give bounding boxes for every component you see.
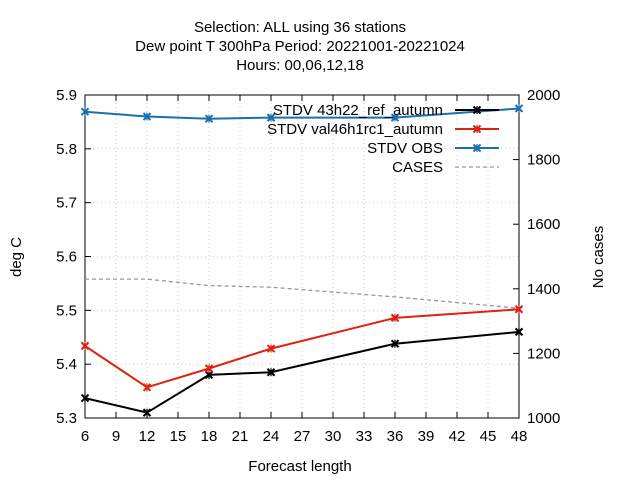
x-axis-label: Forecast length <box>248 458 351 475</box>
series-line-stdv-val46h1rc1-autumn <box>84 308 520 389</box>
data-point-stdv-obs <box>266 113 276 122</box>
x-tick-label: 9 <box>112 428 120 445</box>
data-point-stdv-43h22-ref-autumn <box>80 393 90 403</box>
series-line-stdv-obs <box>84 107 520 120</box>
data-point-stdv-val46h1rc1-autumn <box>514 305 524 314</box>
y-tick-label: 5.5 <box>56 302 77 319</box>
legend-marker <box>472 124 482 134</box>
data-point-stdv-obs <box>80 107 90 116</box>
data-point-stdv-43h22-ref-autumn <box>390 339 400 348</box>
y2-tick-label: 1600 <box>527 216 560 233</box>
y-tick-label: 5.4 <box>56 356 77 373</box>
x-tick-label: 15 <box>170 428 187 445</box>
y-tick-label: 5.3 <box>56 410 77 427</box>
x-tick-label: 36 <box>387 428 404 445</box>
series-layer <box>80 104 524 417</box>
data-point-stdv-obs <box>390 113 400 122</box>
y2-tick-label: 1200 <box>527 345 560 362</box>
data-point-stdv-val46h1rc1-autumn <box>80 341 90 351</box>
data-point-stdv-43h22-ref-autumn <box>266 368 276 377</box>
y2-tick-label: 1400 <box>527 281 560 298</box>
chart-title-line: Dew point T 300hPa Period: 20221001-2022… <box>135 38 465 55</box>
x-tick-label: 24 <box>263 428 280 445</box>
legend-label: CASES <box>392 159 443 176</box>
chart-title: Selection: ALL using 36 stations Dew poin… <box>135 19 465 74</box>
data-point-stdv-43h22-ref-autumn <box>514 327 524 337</box>
y2-tick-label: 1000 <box>527 410 560 427</box>
x-tick-label: 48 <box>511 428 528 445</box>
x-tick-label: 30 <box>325 428 342 445</box>
legend-label: STDV val46h1rc1_autumn <box>267 121 443 138</box>
chart-title-line: Selection: ALL using 36 stations <box>194 19 406 36</box>
data-point-stdv-val46h1rc1-autumn <box>142 383 152 392</box>
legend: STDV 43h22_ref_autumn STDV val46h1rc1_aut… <box>267 102 499 176</box>
x-tick-label: 27 <box>294 428 311 445</box>
x-tick-label: 21 <box>232 428 249 445</box>
legend-marker <box>472 143 482 153</box>
data-point-stdv-val46h1rc1-autumn <box>204 364 214 373</box>
legend-label: STDV OBS <box>367 140 443 157</box>
x-tick-label: 39 <box>418 428 435 445</box>
data-point-stdv-obs <box>514 104 524 113</box>
data-point-stdv-val46h1rc1-autumn <box>266 344 276 353</box>
data-point-stdv-val46h1rc1-autumn <box>390 313 400 323</box>
x-tick-label: 45 <box>480 428 497 445</box>
y-axis: 5.3 5.4 5.5 5.6 5.7 5.8 5.9 <box>56 87 91 427</box>
y-tick-label: 5.6 <box>56 249 77 266</box>
y-axis-label: deg C <box>8 237 25 277</box>
chart-title-line: Hours: 00,06,12,18 <box>236 57 364 74</box>
data-point-stdv-obs <box>204 114 214 123</box>
y-tick-label: 5.7 <box>56 195 77 212</box>
y2-axis-label: No cases <box>590 226 607 289</box>
series-line-stdv-43h22-ref-autumn <box>84 330 520 414</box>
data-point-stdv-43h22-ref-autumn <box>142 408 152 417</box>
y2-tick-label: 1800 <box>527 152 560 169</box>
x-tick-label: 33 <box>356 428 373 445</box>
series-line-cases <box>85 278 520 309</box>
y-tick-label: 5.9 <box>56 87 77 104</box>
x-tick-label: 42 <box>449 428 466 445</box>
y-tick-label: 5.8 <box>56 141 77 158</box>
grid <box>85 95 519 418</box>
data-point-stdv-obs <box>142 112 152 121</box>
legend-marker <box>472 105 482 115</box>
x-tick-label: 12 <box>139 428 156 445</box>
legend-label: STDV 43h22_ref_autumn <box>273 102 443 119</box>
x-axis: 6 9 12 15 18 21 24 27 30 33 36 39 42 45 48 <box>81 95 528 445</box>
y2-tick-label: 2000 <box>527 87 560 104</box>
x-tick-label: 6 <box>81 428 89 445</box>
y2-axis: 1000 1200 1400 1600 1800 2000 <box>513 87 560 427</box>
x-tick-label: 18 <box>201 428 218 445</box>
